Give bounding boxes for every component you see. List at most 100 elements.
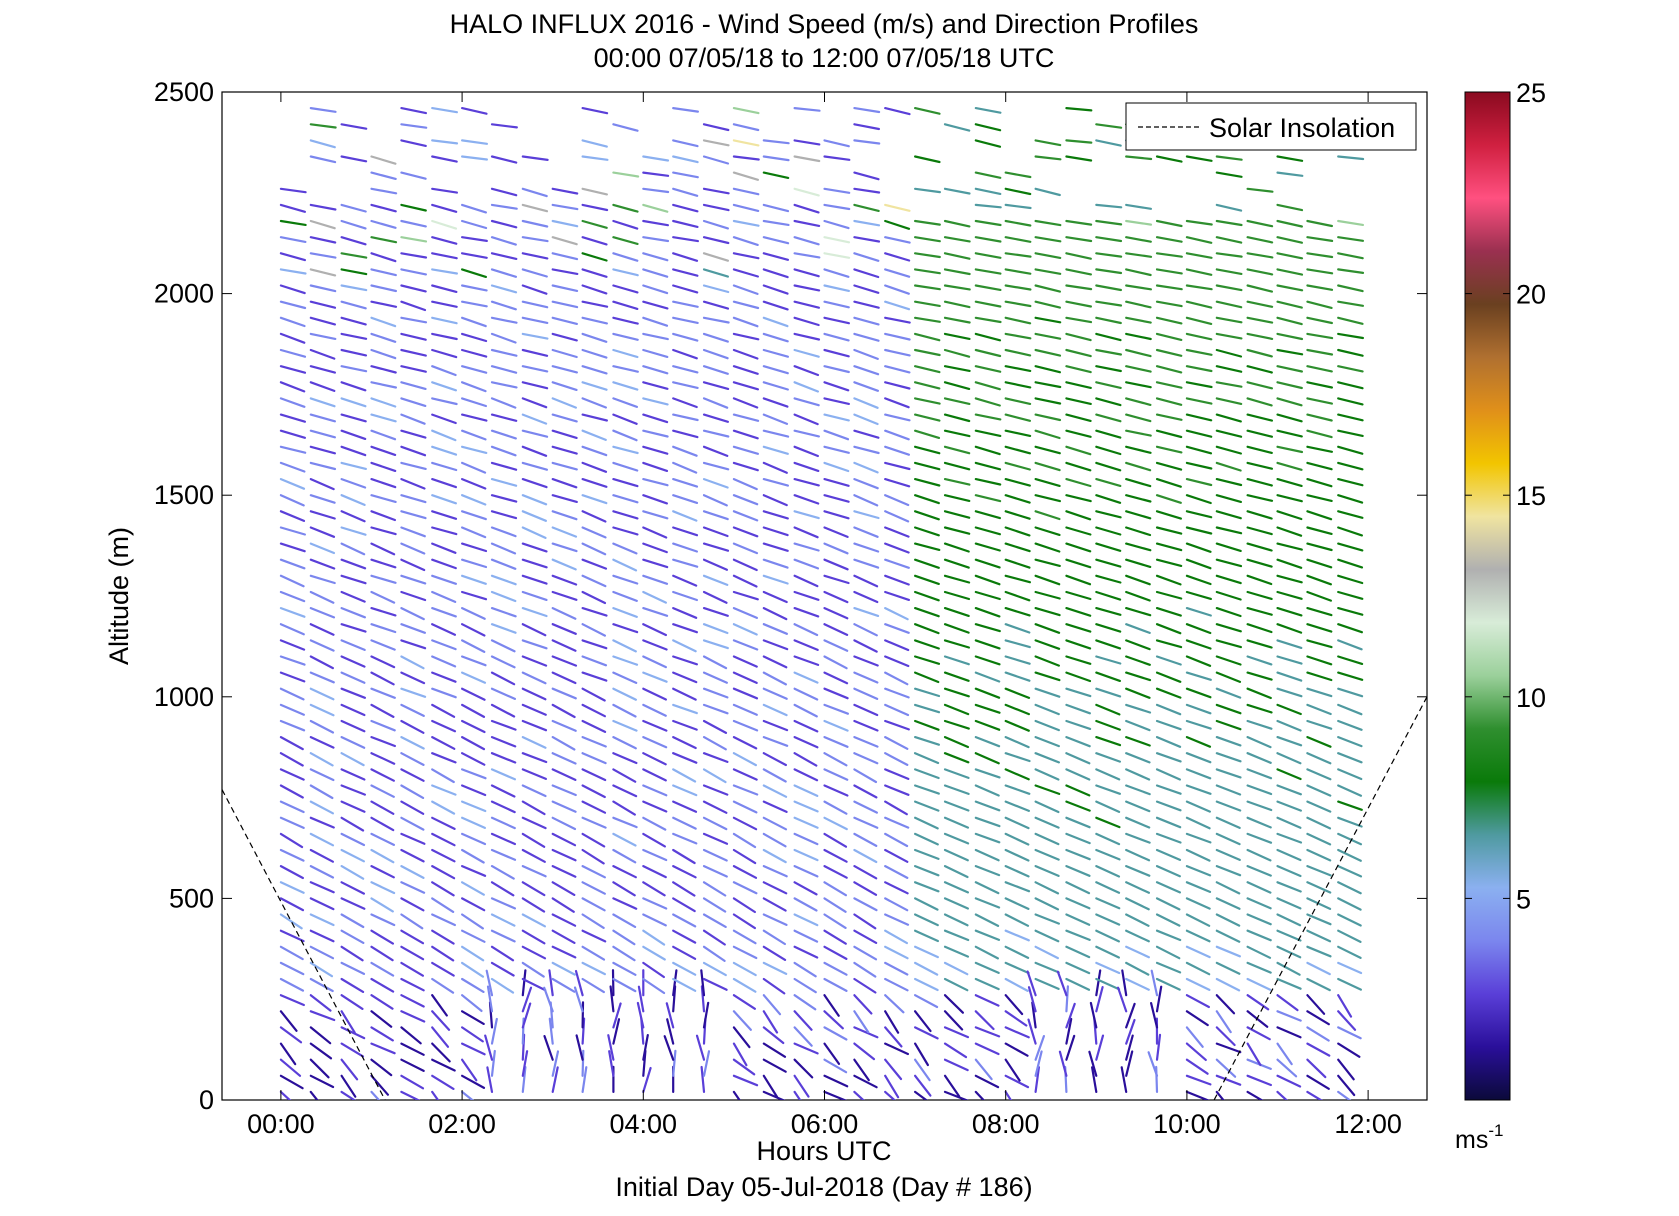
- wind-vector: [612, 768, 637, 783]
- wind-vector: [340, 800, 366, 813]
- wind-vector: [581, 558, 608, 570]
- wind-vector: [612, 123, 639, 132]
- wind-vector: [1034, 639, 1061, 650]
- wind-vector: [1034, 687, 1061, 698]
- wind-vector: [551, 300, 579, 309]
- wind-vector: [461, 510, 487, 521]
- wind-vector: [913, 106, 941, 115]
- wind-vector: [1065, 574, 1092, 586]
- wind-vector: [1034, 897, 1060, 911]
- wind-vector: [702, 606, 729, 617]
- wind-vector: [913, 735, 941, 746]
- wind-vector: [400, 574, 427, 585]
- wind-vector: [642, 752, 667, 766]
- wind-vector: [279, 494, 305, 507]
- wind-vector: [732, 1090, 741, 1100]
- wind-vector: [1246, 735, 1272, 749]
- wind-vector: [490, 252, 518, 260]
- wind-vector: [884, 1010, 900, 1034]
- wind-vector: [551, 784, 577, 797]
- wind-vector: [793, 381, 820, 393]
- wind-vector: [1095, 526, 1122, 536]
- wind-vector: [1155, 445, 1183, 454]
- wind-vector: [431, 687, 457, 699]
- wind-vector: [1004, 236, 1032, 243]
- wind-vector: [1276, 413, 1303, 423]
- wind-vector: [884, 203, 911, 212]
- wind-vector: [1095, 719, 1121, 731]
- wind-vector: [1337, 461, 1364, 471]
- wind-vector: [581, 1066, 588, 1094]
- wind-vector: [672, 155, 699, 164]
- wind-vector: [913, 478, 941, 487]
- wind-vector: [1276, 848, 1302, 862]
- wind-vector: [1276, 478, 1303, 487]
- wind-vector: [1185, 832, 1212, 844]
- wind-vector: [702, 623, 729, 635]
- wind-vector: [612, 526, 639, 536]
- wind-vector: [974, 1058, 993, 1081]
- wind-vector: [1215, 1058, 1237, 1078]
- wind-vector: [672, 639, 697, 653]
- wind-vector: [702, 590, 728, 604]
- wind-vector: [913, 929, 940, 943]
- wind-vector: [400, 413, 426, 425]
- wind-vector: [340, 784, 366, 796]
- wind-vector: [793, 848, 819, 862]
- wind-vector: [551, 252, 579, 261]
- wind-vector: [279, 1010, 298, 1032]
- wind-vector: [400, 478, 426, 490]
- wind-vector: [400, 735, 425, 750]
- chart-title: HALO INFLUX 2016 - Wind Speed (m/s) and …: [450, 9, 1199, 39]
- wind-vector: [461, 752, 486, 766]
- wind-vector: [1215, 848, 1241, 862]
- wind-vector: [762, 848, 787, 864]
- wind-vector: [974, 300, 1002, 308]
- wind-vector: [1185, 1074, 1212, 1086]
- wind-vector: [1034, 945, 1060, 960]
- wind-vector: [642, 590, 668, 604]
- wind-vector: [1306, 300, 1333, 309]
- wind-vector: [340, 284, 368, 292]
- wind-vector: [700, 985, 706, 1013]
- wind-vector: [974, 606, 1001, 618]
- wind-vector: [543, 1034, 554, 1061]
- wind-vector: [1215, 348, 1243, 358]
- wind-vector: [521, 1065, 527, 1094]
- wind-vector: [732, 236, 759, 246]
- wind-vector: [853, 429, 880, 439]
- wind-vector: [1185, 784, 1212, 795]
- wind-vector: [581, 961, 607, 976]
- wind-vector: [309, 478, 335, 491]
- wind-vector: [370, 542, 396, 556]
- wind-vector: [702, 478, 729, 489]
- wind-vector: [732, 542, 759, 555]
- wind-vector: [793, 106, 821, 112]
- wind-vector: [1215, 300, 1243, 309]
- wind-vector: [732, 1010, 752, 1031]
- wind-vector: [1337, 316, 1364, 325]
- wind-vector: [1337, 848, 1362, 862]
- wind-vector: [1125, 768, 1151, 781]
- wind-vector: [581, 413, 609, 422]
- wind-vector: [1125, 752, 1151, 764]
- wind-vector: [612, 542, 638, 555]
- wind-vector: [1155, 816, 1182, 829]
- wind-vector: [1306, 284, 1334, 291]
- wind-vector: [913, 864, 940, 877]
- wind-vector: [1095, 655, 1122, 665]
- wind-vector: [1276, 929, 1302, 942]
- wind-vector: [1095, 881, 1121, 894]
- wind-vector: [974, 526, 1002, 536]
- wind-vector: [581, 687, 606, 702]
- wind-vector: [974, 719, 1001, 731]
- wind-vector: [1246, 1074, 1273, 1087]
- wind-vector: [702, 445, 729, 457]
- wind-vector: [551, 461, 578, 471]
- wind-vector: [913, 977, 939, 992]
- wind-vector: [340, 123, 368, 130]
- wind-vector: [551, 478, 578, 489]
- wind-vector: [1095, 123, 1123, 129]
- wind-vector: [1065, 719, 1092, 731]
- wind-vector: [431, 913, 456, 927]
